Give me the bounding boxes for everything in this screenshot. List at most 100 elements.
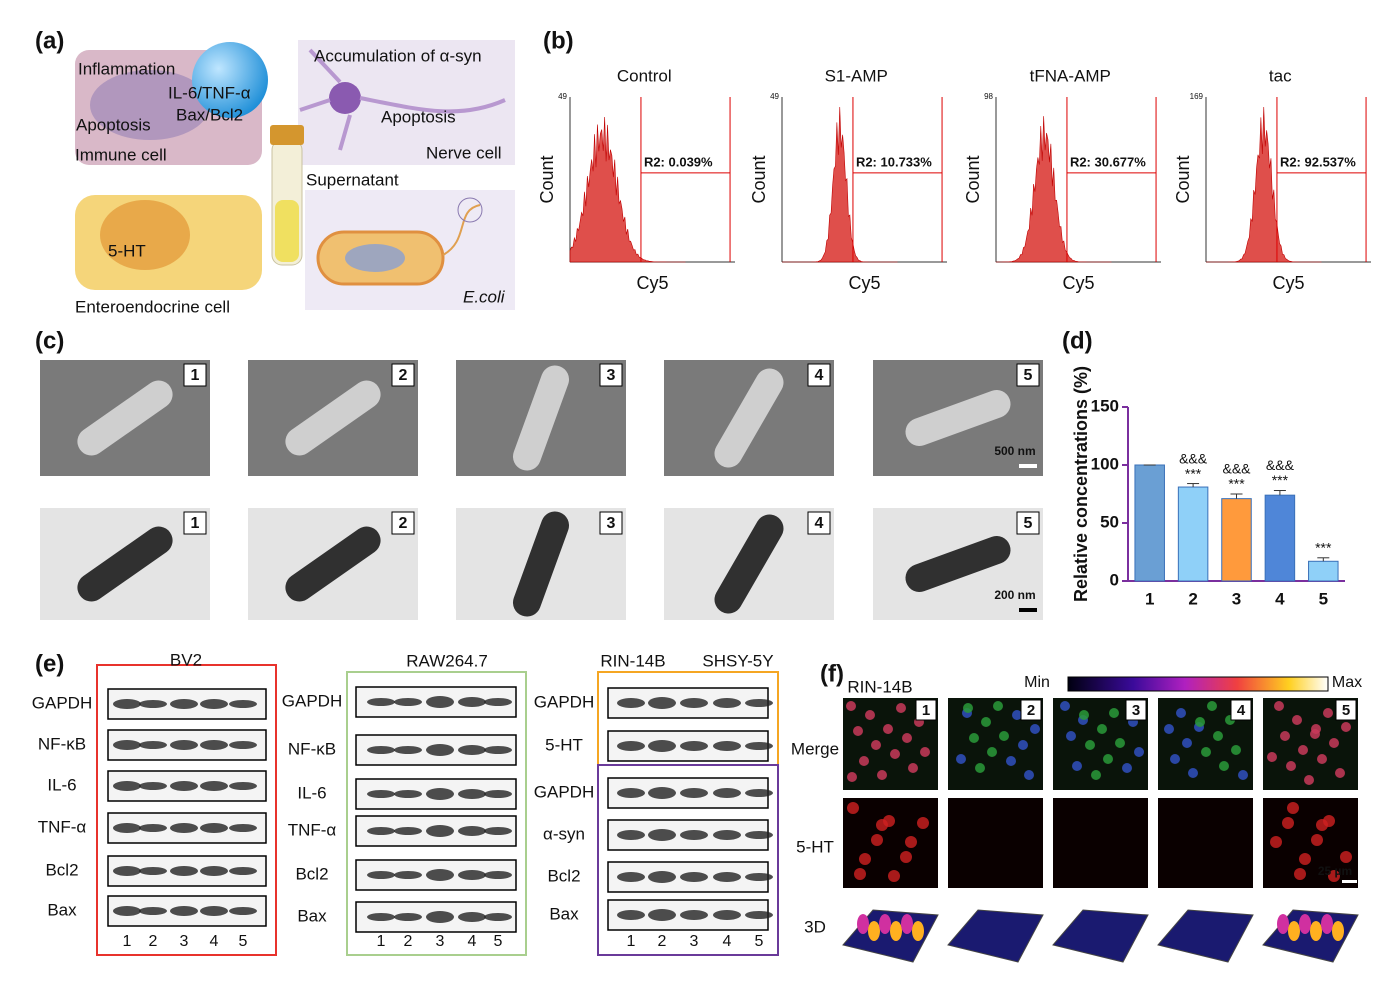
bacterium — [714, 514, 784, 614]
band — [229, 741, 257, 749]
lane-label: 1 — [123, 933, 132, 950]
cell — [1341, 722, 1351, 732]
band — [745, 699, 773, 707]
image-number: 1 — [191, 367, 200, 384]
peak — [879, 914, 891, 934]
scale-bar-label: 500 nm — [994, 444, 1035, 458]
cell — [859, 853, 871, 865]
panel-a-art — [75, 40, 515, 310]
band — [200, 866, 228, 876]
x-label: Cy5 — [636, 273, 668, 293]
cell — [1012, 710, 1022, 720]
row-label: GAPDH — [32, 693, 92, 712]
image-number: 1 — [191, 515, 200, 532]
cell — [905, 836, 917, 848]
scale-bar — [1019, 608, 1037, 612]
cell — [1024, 770, 1034, 780]
scale-bar-label: 200 nm — [994, 588, 1035, 602]
cell — [1195, 717, 1205, 727]
cell — [853, 726, 863, 736]
band — [170, 781, 198, 791]
x-tick-label: 4 — [1275, 589, 1285, 608]
cell — [1267, 752, 1277, 762]
band — [458, 745, 486, 755]
cell — [871, 740, 881, 750]
band — [170, 866, 198, 876]
cell — [1231, 745, 1241, 755]
band — [367, 746, 395, 754]
cell — [877, 770, 887, 780]
cell — [1201, 747, 1211, 757]
band — [617, 910, 645, 920]
3d-surface — [1052, 909, 1149, 963]
gate-label: R2: 92.537% — [1280, 154, 1356, 169]
band — [139, 824, 167, 832]
number-box — [1020, 699, 1042, 721]
band — [200, 906, 228, 916]
5ht-image — [1158, 798, 1253, 888]
band — [648, 697, 676, 709]
peak — [901, 914, 913, 934]
lane-label: 2 — [404, 933, 413, 950]
cell — [1311, 724, 1321, 734]
peak — [890, 921, 902, 941]
panel-label: (e) — [35, 650, 64, 677]
label: Accumulation of α-syn — [314, 46, 482, 65]
cell — [1323, 815, 1335, 827]
lane-label: 1 — [377, 933, 386, 950]
band — [229, 782, 257, 790]
cell — [999, 731, 1009, 741]
y-tick-label: 50 — [1100, 512, 1119, 531]
cell — [920, 747, 930, 757]
band — [713, 910, 741, 920]
label: Immune cell — [75, 145, 167, 164]
panel-label: (d) — [1062, 327, 1093, 354]
cell — [1294, 868, 1306, 880]
band — [394, 698, 422, 706]
panel-label: (b) — [543, 27, 574, 54]
band — [139, 907, 167, 915]
band — [200, 740, 228, 750]
x-label: Cy5 — [848, 273, 880, 293]
lane-label: 5 — [239, 933, 248, 950]
band — [426, 869, 454, 881]
cell — [854, 868, 866, 880]
histogram — [995, 116, 1112, 263]
plot-title: tFNA-AMP — [1030, 66, 1111, 85]
band — [745, 911, 773, 919]
band — [394, 871, 422, 879]
group-title: SHSY-5Y — [702, 651, 773, 670]
cell — [1274, 701, 1284, 711]
y-max-label: 169 — [1190, 92, 1204, 101]
bacterium — [512, 365, 570, 471]
band — [394, 827, 422, 835]
cell — [1270, 836, 1282, 848]
cell — [1176, 708, 1186, 718]
cell — [859, 756, 869, 766]
image-number: 5 — [1024, 367, 1033, 384]
band — [484, 698, 512, 706]
peak — [1277, 914, 1289, 934]
cell — [865, 710, 875, 720]
plot-title: Control — [617, 66, 672, 85]
row-label: Bcl2 — [547, 866, 580, 885]
row-label: NF-κB — [288, 739, 336, 758]
annotation: &&& — [1266, 457, 1295, 473]
band — [139, 700, 167, 708]
cell — [846, 701, 856, 711]
image-number: 4 — [1237, 702, 1246, 719]
image-number: 4 — [815, 515, 824, 532]
3d-surface — [842, 909, 939, 963]
band — [394, 790, 422, 798]
band — [745, 742, 773, 750]
cell — [917, 817, 929, 829]
y-max-label: 49 — [770, 92, 779, 101]
bacterium — [905, 535, 1011, 593]
bacterium — [285, 380, 381, 456]
y-label: Count — [749, 155, 769, 203]
row-label: Bcl2 — [45, 860, 78, 879]
band — [745, 831, 773, 839]
number-box — [915, 699, 937, 721]
cell — [883, 724, 893, 734]
